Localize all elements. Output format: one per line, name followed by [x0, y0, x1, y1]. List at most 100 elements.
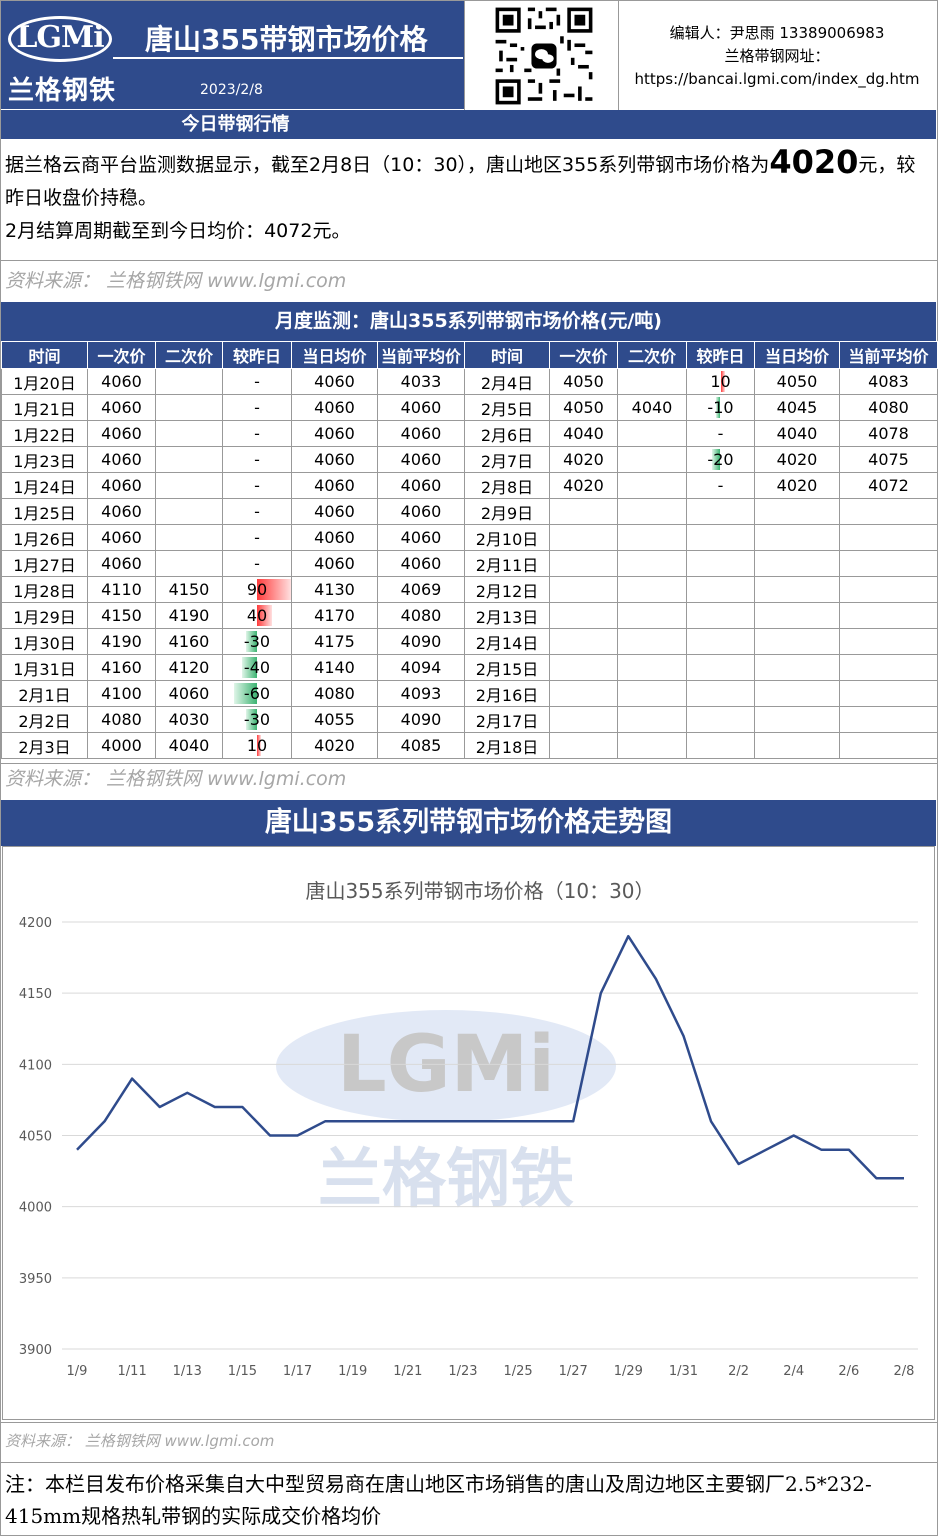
table-cell: 4040 [617, 394, 687, 421]
editor-name: 编辑人：尹思雨 13389006983 [669, 24, 885, 42]
change-cell: - [222, 498, 292, 525]
table-cell [754, 602, 840, 629]
table-cell: 4060 [377, 446, 465, 473]
table-cell: 2月9日 [464, 498, 550, 525]
cell-value: -20 [707, 450, 734, 469]
table-cell: 2月5日 [464, 394, 550, 421]
cell-value: 4190 [168, 606, 210, 625]
table-cell: 1月21日 [1, 394, 88, 421]
change-cell [686, 654, 755, 681]
table-cell: 4050 [549, 394, 618, 421]
x-tick-label: 1/21 [393, 1364, 422, 1379]
cell-value: 4075 [868, 450, 909, 469]
table-cell: 4040 [155, 732, 223, 759]
cell-value: 4060 [314, 528, 355, 547]
cell-value: 40 [246, 606, 268, 625]
table-cell: 2月11日 [464, 550, 550, 577]
table-cell: 4190 [87, 628, 156, 655]
change-cell [686, 550, 755, 577]
column-header: 一次价 [549, 341, 618, 369]
table-cell: 4085 [377, 732, 465, 759]
site-url[interactable]: https://bancai.lgmi.com/index_dg.htm [634, 70, 920, 88]
cell-value: 2月6日 [480, 425, 534, 445]
table-cell: 4090 [377, 628, 465, 655]
x-tick-label: 1/23 [448, 1364, 477, 1379]
table-cell [549, 550, 618, 577]
table-cell [549, 706, 618, 733]
table-cell: 4069 [377, 576, 465, 603]
change-cell: - [222, 550, 292, 577]
table-cell: 4078 [839, 420, 938, 447]
cell-value: 1月26日 [13, 529, 76, 549]
cell-value: 4060 [101, 554, 142, 573]
change-cell: -40 [222, 654, 292, 681]
cell-value: 4020 [563, 450, 604, 469]
change-cell: -60 [222, 680, 292, 707]
table-cell [839, 706, 938, 733]
cell-value: 10 [246, 736, 268, 755]
cell-value: - [254, 554, 260, 573]
change-cell [686, 628, 755, 655]
today-summary: 据兰格云商平台监测数据显示，截至2月8日（10：30），唐山地区355系列带钢市… [5, 146, 930, 248]
table-row: 2月2日 4080 4030 -30 4055 4090 2月17日 [1, 706, 938, 733]
logo-cn: 兰格钢铁 [8, 76, 117, 106]
table-row: 1月26日 4060 - 4060 4060 2月10日 [1, 524, 938, 551]
cell-value: 4110 [101, 580, 142, 599]
cell-value: 4000 [101, 736, 142, 755]
page-title: 唐山355带钢市场价格 [145, 23, 428, 56]
cell-value: 2月9日 [480, 503, 534, 523]
cell-value: 4020 [776, 476, 818, 495]
summary-text-end: 元，较昨日收盘价持稳。 [5, 154, 916, 209]
column-header: 当前平均价 [839, 341, 938, 369]
table-cell [617, 576, 687, 603]
change-cell: - [222, 472, 292, 499]
cell-value: 4100 [101, 684, 142, 703]
table-cell: 4090 [377, 706, 465, 733]
table-cell: 4083 [839, 368, 938, 395]
table-cell: 1月28日 [1, 576, 88, 603]
cell-value: 1月25日 [13, 503, 76, 523]
change-down-bar [245, 709, 257, 730]
table-cell: 4080 [291, 680, 378, 707]
table-cell: 4020 [549, 446, 618, 473]
x-tick-label: 1/17 [283, 1364, 312, 1379]
cell-value: 4120 [168, 658, 210, 677]
change-down-bar [716, 397, 720, 418]
cell-value: 4060 [101, 502, 142, 521]
column-header: 二次价 [617, 341, 687, 369]
table-cell: 4120 [155, 654, 223, 681]
table-cell [549, 732, 618, 759]
x-tick-label: 1/15 [228, 1364, 257, 1379]
cell-value: 4094 [400, 658, 442, 677]
source-label: 资料来源： 兰格钢铁网 www.lgmi.com [5, 1432, 275, 1450]
table-cell: 1月20日 [1, 368, 88, 395]
cell-value: 2月2日 [18, 711, 71, 731]
cell-value: 4060 [400, 424, 442, 443]
table-cell: 4150 [155, 576, 223, 603]
table-row: 1月20日 4060 - 4060 4033 2月4日 4050 10 4050 4083 [1, 368, 938, 395]
change-cell: - [222, 368, 292, 395]
change-cell: 10 [686, 368, 755, 395]
table-row: 1月22日 4060 - 4060 4060 2月6日 4040 - 4040 4078 [1, 420, 938, 447]
divider [0, 1462, 938, 1463]
table-cell: 4045 [754, 394, 840, 421]
table-cell: 4060 [291, 498, 378, 525]
table-cell [549, 524, 618, 551]
cell-value: 4150 [168, 580, 210, 599]
table-cell: 4060 [377, 472, 465, 499]
price-table: 时间 一次价 二次价 较昨日 当日均价 当前平均价 时间 一次价 二次价 较昨日 当日均价 当前平均价… [1, 341, 938, 759]
cell-value: 1月24日 [13, 477, 76, 497]
cell-value: 4040 [631, 398, 673, 417]
y-tick-label: 4150 [19, 987, 52, 1002]
table-cell [155, 524, 223, 551]
change-cell [686, 732, 755, 759]
table-cell: 2月1日 [1, 680, 88, 707]
table-cell: 4072 [839, 472, 938, 499]
cell-value: - [254, 528, 260, 547]
table-cell: 2月13日 [464, 602, 550, 629]
settlement-average: 2月结算周期截至到今日均价：4072元。 [5, 220, 351, 242]
cell-value: 4085 [400, 736, 442, 755]
cell-value: -10 [707, 398, 734, 417]
table-cell: 1月29日 [1, 602, 88, 629]
table-cell [617, 420, 687, 447]
